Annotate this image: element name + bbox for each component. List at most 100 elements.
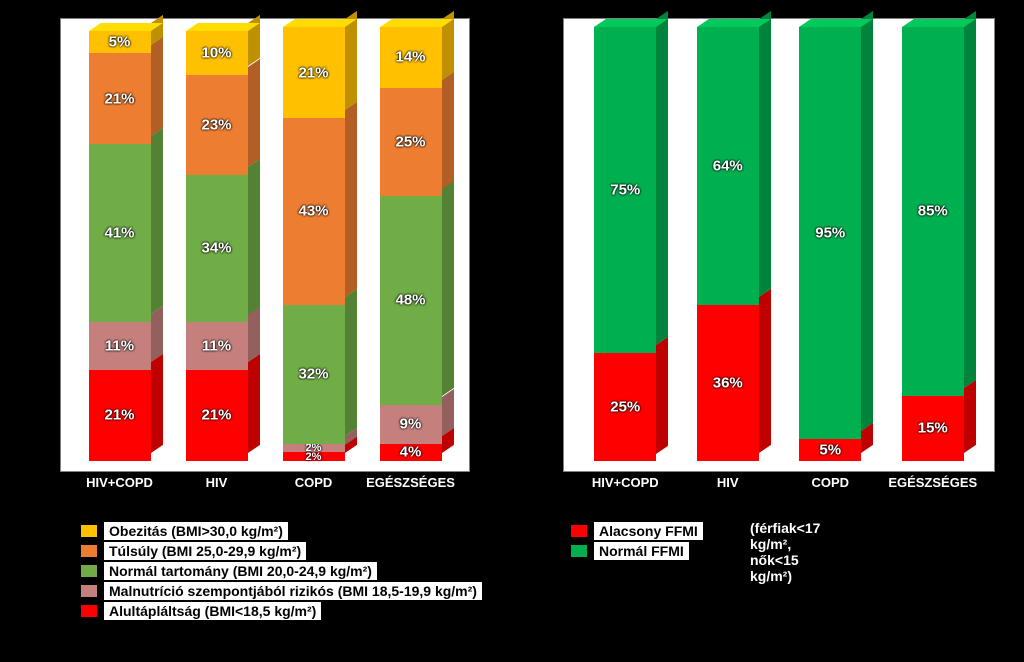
seg-label: 36%: [713, 374, 743, 391]
seg-tulsuly: 21%: [89, 53, 151, 144]
seg-label: 21%: [201, 407, 231, 424]
bar-hiv: 36%64%HIV: [697, 29, 759, 461]
seg-alul: 21%: [89, 370, 151, 461]
right-bars: 25%75%HIV+COPD36%64%HIV5%95%COPD15%85%EG…: [574, 29, 984, 461]
seg-label: 48%: [395, 292, 425, 309]
seg-ffmi_norm: 85%: [902, 27, 964, 396]
seg-normal: 41%: [89, 144, 151, 322]
legend-swatch: [570, 524, 588, 538]
category-label: COPD: [295, 475, 333, 490]
seg-ffmi_low: 15%: [902, 396, 964, 461]
seg-label: 25%: [610, 398, 640, 415]
seg-alul: 2%: [283, 452, 345, 461]
legend-label: Normál FFMI: [594, 542, 689, 560]
seg-normal: 32%: [283, 305, 345, 444]
category-label: EGÉSZSÉGES: [366, 475, 455, 490]
seg-tulsuly: 23%: [186, 75, 248, 175]
legend-swatch: [80, 584, 98, 598]
legend-item: Túlsúly (BMI 25,0-29,9 kg/m²): [80, 542, 482, 560]
seg-label: 41%: [104, 225, 134, 242]
legend-label: Alacsony FFMI: [594, 522, 703, 540]
seg-ffmi_norm: 75%: [594, 27, 656, 353]
seg-label: 4%: [400, 444, 422, 461]
bar-copd: 2%2%32%43%21%COPD: [283, 29, 345, 461]
seg-maln: 11%: [89, 322, 151, 370]
seg-label: 5%: [109, 34, 131, 51]
seg-label: 95%: [815, 225, 845, 242]
right-legend: Alacsony FFMI Normál FFMI: [570, 520, 703, 562]
bar-egészséges: 15%85%EGÉSZSÉGES: [902, 29, 964, 461]
seg-label: 25%: [395, 134, 425, 151]
seg-alul: 4%: [380, 444, 442, 461]
seg-label: 11%: [202, 338, 231, 355]
seg-label: 10%: [201, 45, 231, 62]
seg-obez: 5%: [89, 31, 151, 53]
seg-label: 64%: [713, 157, 743, 174]
legend-label: Alultápláltság (BMI<18,5 kg/m²): [104, 602, 321, 620]
seg-label: 85%: [918, 203, 948, 220]
category-label: EGÉSZSÉGES: [888, 475, 977, 490]
left-bars: 21%11%41%21%5%HIV+COPD21%11%34%23%10%HIV…: [71, 29, 459, 461]
bar-copd: 5%95%COPD: [799, 29, 861, 461]
legend-item: Alultápláltság (BMI<18,5 kg/m²): [80, 602, 482, 620]
legend-swatch: [80, 544, 98, 558]
ffmi-note: (férfiak<17 kg/m², nők<15 kg/m²): [750, 520, 820, 584]
seg-obez: 14%: [380, 27, 442, 88]
seg-label: 2%: [306, 451, 322, 463]
category-label: COPD: [811, 475, 849, 490]
legend-swatch: [80, 604, 98, 618]
seg-tulsuly: 25%: [380, 88, 442, 197]
bar-hiv: 21%11%34%23%10%HIV: [186, 29, 248, 461]
seg-alul: 21%: [186, 370, 248, 461]
category-label: HIV: [206, 475, 228, 490]
seg-label: 5%: [819, 442, 841, 459]
category-label: HIV+COPD: [86, 475, 153, 490]
legend-item: Normál tartomány (BMI 20,0-24,9 kg/m²): [80, 562, 482, 580]
seg-maln: 9%: [380, 405, 442, 444]
seg-obez: 10%: [186, 31, 248, 74]
seg-tulsuly: 43%: [283, 118, 345, 305]
seg-label: 23%: [201, 116, 231, 133]
seg-label: 11%: [105, 338, 134, 355]
bar-hiv+copd: 25%75%HIV+COPD: [594, 29, 656, 461]
legend-item: Alacsony FFMI: [570, 522, 703, 540]
category-label: HIV: [717, 475, 739, 490]
seg-obez: 21%: [283, 27, 345, 118]
seg-label: 75%: [610, 181, 640, 198]
legend-swatch: [80, 524, 98, 538]
left-legend: Obezitás (BMI>30,0 kg/m²) Túlsúly (BMI 25…: [80, 520, 482, 622]
seg-ffmi_low: 25%: [594, 353, 656, 462]
seg-ffmi_norm: 95%: [799, 27, 861, 439]
seg-label: 9%: [400, 416, 422, 433]
legend-label: Normál tartomány (BMI 20,0-24,9 kg/m²): [104, 562, 377, 580]
seg-maln: 11%: [186, 322, 248, 370]
seg-maln: 2%: [283, 444, 345, 453]
legend-swatch: [570, 544, 588, 558]
seg-ffmi_low: 36%: [697, 305, 759, 461]
seg-label: 21%: [104, 90, 134, 107]
seg-label: 14%: [395, 49, 425, 66]
seg-label: 34%: [201, 240, 231, 257]
seg-normal: 48%: [380, 196, 442, 404]
seg-label: 2%: [306, 442, 322, 454]
seg-label: 21%: [298, 64, 328, 81]
legend-label: Malnutríció szempontjából rizikós (BMI 1…: [104, 582, 482, 600]
legend-item: Malnutríció szempontjából rizikós (BMI 1…: [80, 582, 482, 600]
seg-label: 32%: [298, 366, 328, 383]
right-plot: 25%75%HIV+COPD36%64%HIV5%95%COPD15%85%EG…: [563, 18, 995, 472]
legend-label: Obezitás (BMI>30,0 kg/m²): [104, 522, 288, 540]
seg-ffmi_norm: 64%: [697, 27, 759, 305]
legend-item: Normál FFMI: [570, 542, 703, 560]
legend-swatch: [80, 564, 98, 578]
legend-label: Túlsúly (BMI 25,0-29,9 kg/m²): [104, 542, 306, 560]
seg-label: 43%: [298, 203, 328, 220]
seg-normal: 34%: [186, 175, 248, 323]
seg-label: 15%: [918, 420, 948, 437]
bar-egészséges: 4%9%48%25%14%EGÉSZSÉGES: [380, 29, 442, 461]
seg-label: 21%: [104, 407, 134, 424]
left-plot: 21%11%41%21%5%HIV+COPD21%11%34%23%10%HIV…: [60, 18, 470, 472]
bar-hiv+copd: 21%11%41%21%5%HIV+COPD: [89, 29, 151, 461]
category-label: HIV+COPD: [592, 475, 659, 490]
legend-item: Obezitás (BMI>30,0 kg/m²): [80, 522, 482, 540]
seg-ffmi_low: 5%: [799, 439, 861, 461]
